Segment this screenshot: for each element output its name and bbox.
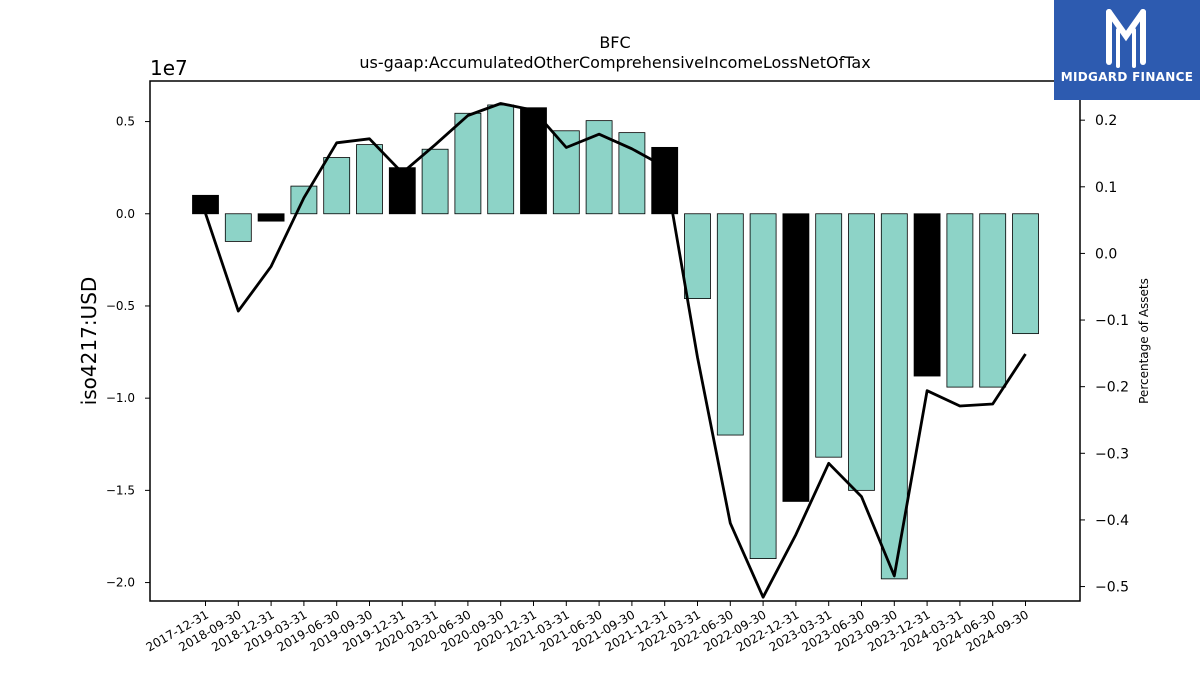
y2-tick-label: 0.0 [1095,246,1117,262]
bar [651,146,679,215]
chart-title: BFC [599,33,630,52]
bar [388,167,416,215]
y2-tick-label: −0.2 [1095,380,1129,396]
plot-frame [149,80,1081,602]
bar [585,120,613,215]
bar [257,213,285,222]
bar [684,213,711,299]
bar [356,144,383,215]
y2-tick-label: −0.5 [1095,580,1129,596]
bar [782,213,810,502]
bar [192,194,219,215]
bar [323,157,351,215]
bar [487,104,515,215]
y-tick-label: −1.5 [106,483,135,497]
y-tick-label: 0.0 [116,207,135,221]
y2-axis-label: Percentage of Assets [1137,278,1151,404]
y-tick-label: −1.0 [106,391,135,405]
midgard-m-icon [1106,9,1146,68]
bar [749,213,777,559]
bar [716,213,744,436]
line-group [204,102,1027,599]
y2-tick-label: −0.1 [1095,313,1129,329]
bar [815,213,843,458]
bar [454,112,482,215]
y-tick-label: −2.0 [106,576,135,590]
chart-subtitle: us-gaap:AccumulatedOtherComprehensiveInc… [359,53,870,72]
bar [520,107,547,215]
y-axis-label: iso4217:USD [77,277,101,406]
y2-tick-label: 0.2 [1095,113,1117,129]
percentage-line [204,102,1027,599]
axes-group: 0.5 0.0 −0.5 −1.0 −1.5 −2.0 0.2 0.1 0.0 −0.1 −0.2 −… [106,113,1129,654]
bar [224,213,252,242]
bar [946,213,974,388]
bars-group [192,104,1039,580]
bar [421,148,449,215]
y-offset-label: 1e7 [150,56,188,80]
bar [979,213,1007,388]
y-tick-label: −0.5 [106,299,135,313]
y-tick-label: 0.5 [116,115,135,129]
company-logo: MIDGARD FINANCE [1054,0,1200,100]
logo-text: MIDGARD FINANCE [1060,70,1194,84]
bar [848,213,875,491]
bar [1012,213,1039,335]
y2-tick-label: −0.4 [1095,513,1129,529]
bar [913,213,941,377]
bar [880,213,908,580]
y2-tick-label: 0.1 [1095,180,1117,196]
y2-tick-label: −0.3 [1095,446,1129,462]
